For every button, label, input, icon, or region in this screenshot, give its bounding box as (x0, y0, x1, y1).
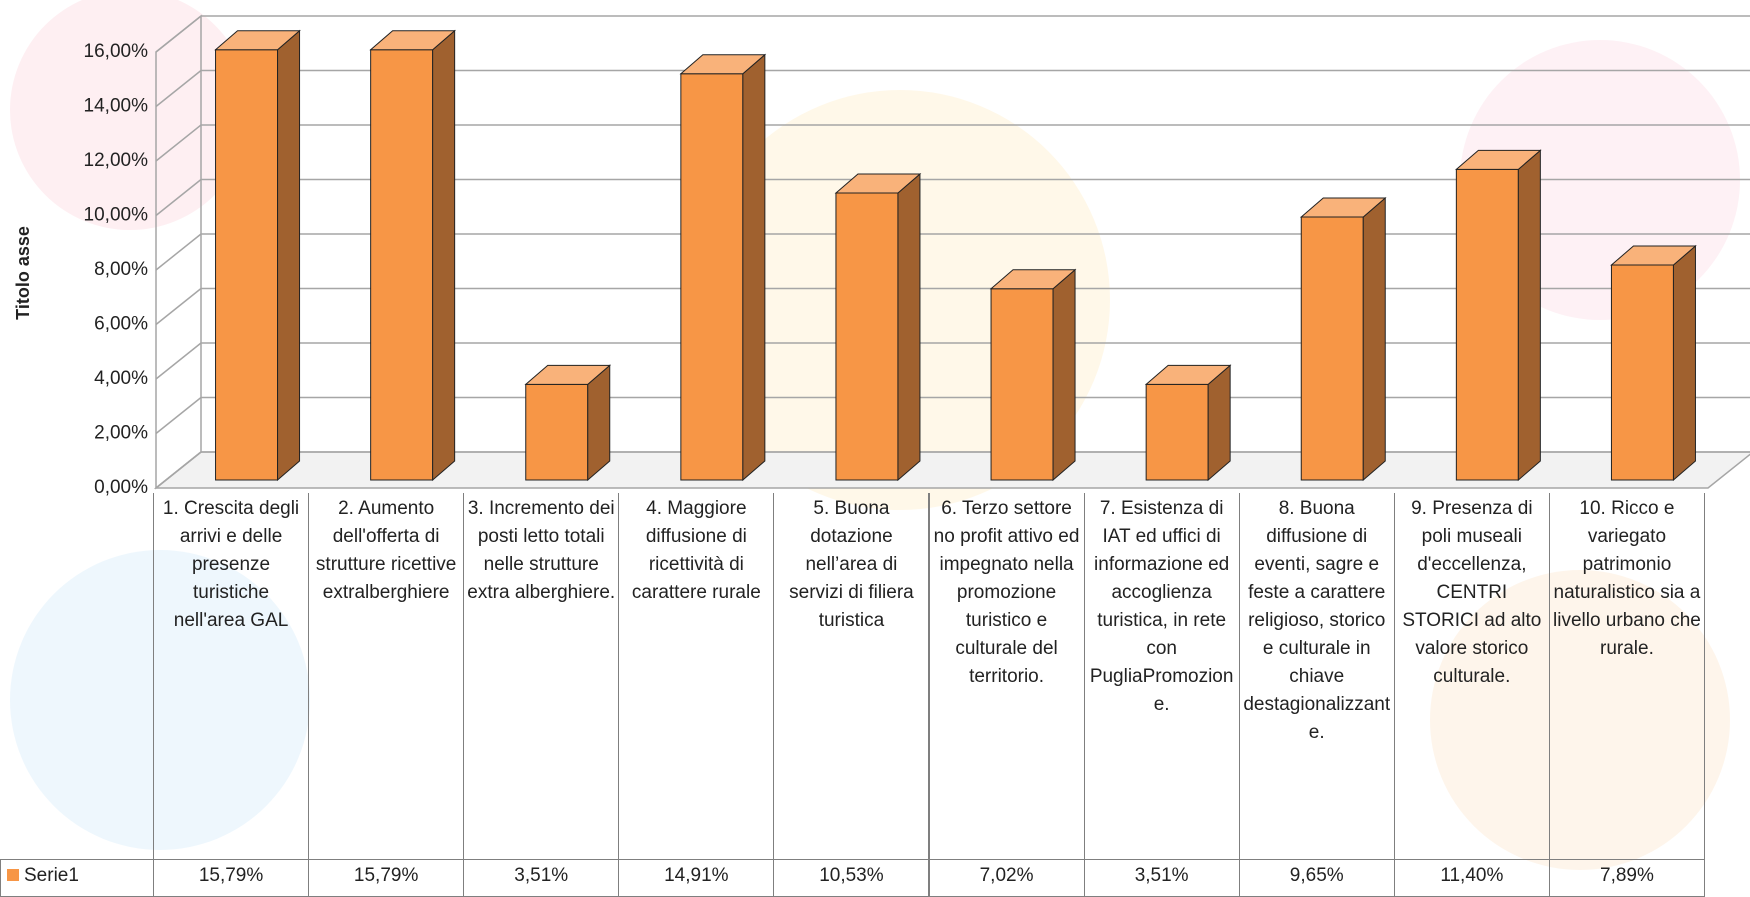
bar-side (1517, 149, 1541, 482)
bar-front (990, 288, 1054, 481)
y-tick-label: 4,00% (94, 368, 148, 389)
watermark (1430, 570, 1730, 870)
value-cell: 9,65% (1238, 859, 1395, 897)
bar-front (1455, 168, 1519, 481)
y-tick-label: 6,00% (94, 314, 148, 335)
bar-top (989, 269, 1077, 290)
y-tick-label: 14,00% (84, 96, 149, 117)
bar (1144, 364, 1232, 482)
value-cell: 3,51% (1083, 859, 1240, 897)
bar-side (1672, 244, 1696, 482)
bar-top (834, 173, 922, 194)
bar-front (1300, 216, 1364, 481)
bar-front (215, 49, 279, 481)
y-tick-label: 8,00% (94, 259, 148, 280)
bar (989, 268, 1077, 482)
bar (524, 364, 612, 482)
category-cell: 4. Maggiore diffusione di ricettività di… (618, 493, 775, 860)
y-axis-title: Titolo asse (13, 226, 33, 320)
value-cell: 3,51% (463, 859, 620, 897)
bar-top (679, 54, 767, 75)
grid-line (155, 451, 202, 489)
category-cell: 1. Crescita degli arrivi e delle presenz… (153, 493, 310, 860)
watermark (10, 550, 310, 850)
bar-front (1610, 264, 1674, 481)
bar-side (742, 53, 766, 482)
grid-line (155, 287, 202, 326)
bar-side (1207, 364, 1231, 482)
legend-swatch (7, 869, 19, 881)
grid-line (155, 178, 202, 217)
bar-side (1052, 268, 1076, 482)
bar-side (587, 364, 611, 482)
y-tick-label: 12,00% (84, 150, 149, 171)
bar-front (835, 192, 899, 481)
bar-top (524, 364, 612, 385)
value-cell: 11,40% (1393, 859, 1550, 897)
bar (369, 29, 456, 482)
category-cell: 9. Presenza di poli museali d'eccellenza… (1393, 493, 1550, 860)
bar (1299, 196, 1387, 482)
bar-top (214, 30, 301, 51)
value-cell: 15,79% (308, 859, 465, 897)
value-cell: 10,53% (773, 859, 930, 897)
category-cell: 8. Buona diffusione di eventi, sagre e f… (1238, 493, 1395, 860)
bar (834, 172, 922, 482)
y-tick-label: 0,00% (94, 477, 148, 498)
bar-top (1144, 364, 1232, 385)
bar-side (1362, 196, 1386, 482)
category-cell: 2. Aumento dell'offerta di strutture ric… (308, 493, 465, 860)
grid-line (155, 396, 202, 435)
bar-top (369, 30, 456, 51)
bar (214, 29, 301, 482)
category-cell: 5. Buona dotazione nell’area di servizi … (773, 493, 930, 860)
bar-front (1145, 383, 1209, 481)
value-cell: 7,89% (1548, 859, 1705, 897)
category-cell: 3. Incremento dei posti letto totali nel… (463, 493, 620, 860)
bar-side (432, 29, 456, 482)
grid-line (155, 124, 202, 162)
bar-front (680, 73, 744, 481)
value-cell: 15,79% (153, 859, 310, 897)
y-tick-label: 10,00% (84, 205, 149, 226)
bar-top (1455, 149, 1542, 170)
y-tick-label: 2,00% (94, 423, 148, 444)
y-tick-label: 16,00% (84, 41, 149, 62)
grid-line (155, 15, 202, 53)
bar (1610, 244, 1697, 482)
legend-cell: Serie1 (0, 859, 154, 897)
category-cell: 7. Esistenza di IAT ed uffici di informa… (1083, 493, 1240, 860)
bar-top (1299, 197, 1387, 218)
grid-line (155, 342, 202, 380)
bar-front (525, 383, 589, 481)
watermark (10, 0, 250, 230)
legend-label: Serie1 (24, 865, 79, 886)
grid-line (155, 69, 202, 108)
bar-side (897, 172, 921, 482)
bar-top (1610, 245, 1697, 266)
grid-line (155, 233, 202, 271)
value-cell: 7,02% (928, 859, 1085, 897)
category-cell: 6. Terzo settore no profit attivo ed imp… (928, 493, 1085, 860)
value-cell: 14,91% (618, 859, 775, 897)
bar (1455, 149, 1542, 482)
bar-side (277, 29, 301, 482)
category-cell: 10. Ricco e variegato patrimonio natural… (1548, 493, 1705, 860)
bar-front (370, 49, 434, 481)
bar (679, 53, 767, 482)
